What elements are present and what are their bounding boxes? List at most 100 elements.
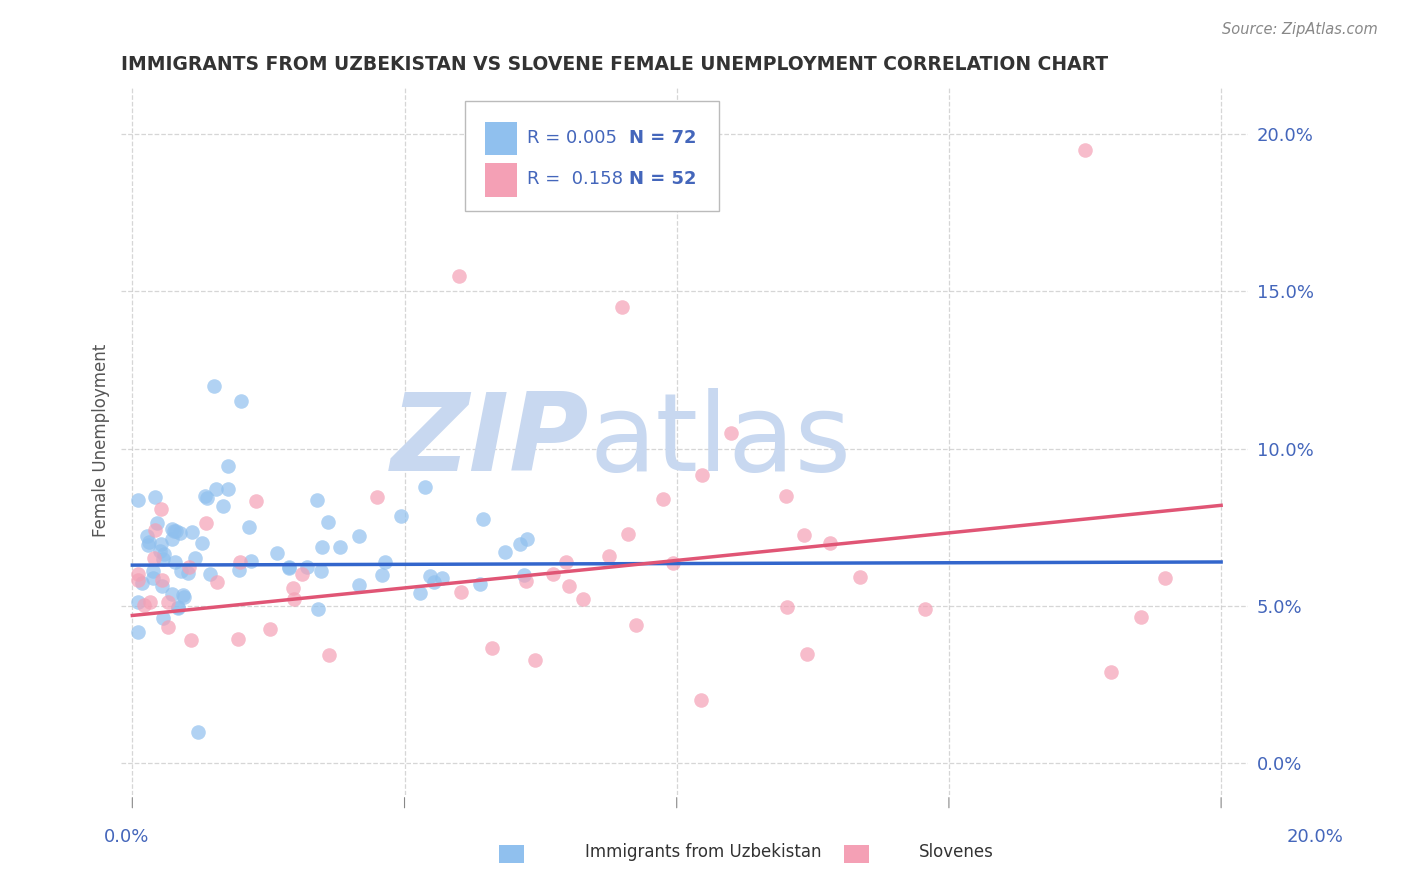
Point bbox=[212, 499, 235, 513]
Point bbox=[316, 515, 339, 529]
Point bbox=[524, 653, 547, 667]
Point bbox=[291, 566, 314, 581]
Point bbox=[328, 540, 350, 554]
Point bbox=[690, 467, 713, 482]
Point bbox=[914, 601, 936, 615]
Point bbox=[127, 573, 149, 587]
Point bbox=[266, 546, 288, 560]
Point bbox=[142, 571, 165, 585]
Point bbox=[162, 524, 184, 539]
Point bbox=[419, 569, 441, 583]
Point bbox=[149, 501, 172, 516]
Point bbox=[617, 527, 640, 541]
Point bbox=[1130, 610, 1153, 624]
Point bbox=[157, 620, 180, 634]
Point bbox=[149, 544, 172, 558]
Point bbox=[512, 567, 534, 582]
Point bbox=[554, 555, 576, 569]
Point bbox=[195, 516, 218, 531]
Point bbox=[347, 529, 370, 543]
Point bbox=[413, 480, 436, 494]
Point bbox=[177, 566, 200, 580]
Point bbox=[145, 523, 167, 537]
Point bbox=[166, 600, 188, 615]
Point bbox=[281, 581, 304, 595]
Point bbox=[307, 602, 329, 616]
Point bbox=[720, 425, 742, 440]
Text: Immigrants from Uzbekistan: Immigrants from Uzbekistan bbox=[585, 843, 821, 861]
Point bbox=[127, 595, 149, 609]
Y-axis label: Female Unemployment: Female Unemployment bbox=[93, 344, 110, 538]
Point bbox=[571, 592, 593, 607]
Point bbox=[165, 524, 187, 538]
Point bbox=[181, 524, 204, 539]
Point bbox=[470, 577, 492, 591]
Point bbox=[557, 579, 579, 593]
Point bbox=[191, 536, 214, 550]
Point bbox=[132, 598, 155, 612]
Point bbox=[142, 564, 165, 578]
Point bbox=[651, 491, 673, 506]
Point bbox=[228, 632, 250, 647]
Text: IMMIGRANTS FROM UZBEKISTAN VS SLOVENE FEMALE UNEMPLOYMENT CORRELATION CHART: IMMIGRANTS FROM UZBEKISTAN VS SLOVENE FE… bbox=[121, 55, 1108, 74]
Point bbox=[170, 564, 193, 578]
Point bbox=[127, 624, 149, 639]
Point bbox=[198, 566, 221, 581]
Point bbox=[422, 575, 444, 590]
Point bbox=[1074, 143, 1097, 157]
Point bbox=[775, 489, 797, 503]
Point bbox=[166, 600, 188, 615]
Point bbox=[160, 587, 183, 601]
Point bbox=[163, 555, 186, 569]
Point bbox=[1154, 571, 1177, 585]
Point bbox=[494, 545, 516, 559]
Point bbox=[309, 564, 332, 578]
Point bbox=[612, 300, 634, 314]
Point bbox=[187, 725, 209, 739]
Point bbox=[481, 640, 503, 655]
Point bbox=[195, 491, 218, 505]
Point bbox=[156, 595, 179, 609]
Point bbox=[231, 394, 253, 409]
Point bbox=[509, 537, 531, 551]
Point bbox=[193, 489, 215, 503]
Text: Slovenes: Slovenes bbox=[918, 843, 994, 861]
Point bbox=[146, 516, 169, 531]
Point bbox=[370, 567, 392, 582]
Point bbox=[471, 512, 494, 526]
Point bbox=[776, 599, 799, 614]
Point bbox=[690, 693, 713, 707]
Text: Source: ZipAtlas.com: Source: ZipAtlas.com bbox=[1222, 22, 1378, 37]
Point bbox=[152, 548, 174, 562]
Point bbox=[205, 575, 228, 590]
Point bbox=[796, 647, 818, 661]
Point bbox=[389, 508, 412, 523]
Point bbox=[515, 574, 537, 589]
Point bbox=[205, 483, 228, 497]
Point bbox=[217, 459, 239, 474]
Point bbox=[136, 529, 159, 543]
Point bbox=[139, 595, 162, 609]
FancyBboxPatch shape bbox=[485, 162, 517, 196]
Point bbox=[516, 532, 538, 546]
Point bbox=[245, 493, 267, 508]
Point bbox=[228, 563, 250, 577]
Point bbox=[240, 554, 263, 568]
Point bbox=[447, 268, 470, 283]
Point bbox=[349, 578, 371, 592]
Point bbox=[152, 611, 174, 625]
Point bbox=[662, 556, 685, 570]
Point bbox=[136, 538, 159, 552]
Point bbox=[131, 576, 153, 591]
Point bbox=[1099, 665, 1122, 680]
Point bbox=[172, 588, 194, 602]
FancyBboxPatch shape bbox=[465, 101, 718, 211]
Point bbox=[138, 534, 160, 549]
Point bbox=[366, 490, 388, 504]
Point bbox=[143, 491, 166, 505]
Point bbox=[217, 482, 239, 496]
Point bbox=[150, 579, 173, 593]
Point bbox=[541, 567, 564, 582]
Text: 20.0%: 20.0% bbox=[1286, 828, 1343, 846]
Point bbox=[238, 520, 260, 534]
